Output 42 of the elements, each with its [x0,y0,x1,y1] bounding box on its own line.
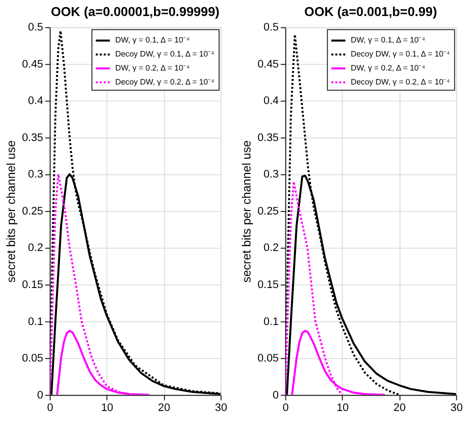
x-tick-label: 10 [101,402,114,414]
y-tick-label: 0.05 [257,352,279,365]
y-tick-label: 0.45 [22,58,44,70]
legend-label: DW, γ = 0.2, Δ = 10⁻⁴ [350,63,426,72]
y-tick-label: 0.4 [264,95,279,108]
x-tick-label: 20 [394,402,406,414]
legend-label: DW, γ = 0.1, Δ = 10⁻⁴ [115,36,190,45]
y-tick-label: 0.1 [264,316,279,328]
y-tick-label: 0.15 [257,279,279,291]
y-tick-label: 0.25 [257,205,279,218]
y-tick-label: 0.1 [28,316,44,328]
legend-label: Decoy DW, γ = 0.2, Δ = 10⁻⁴ [115,77,215,86]
legend-label: Decoy DW, γ = 0.2, Δ = 10⁻⁴ [350,77,450,86]
y-tick-label: 0 [272,389,279,402]
y-tick-label: 0.05 [22,352,44,365]
y-tick-label: 0.35 [22,132,44,144]
y-tick-label: 0.3 [28,168,44,181]
chart-title: OOK (a=0.001,b=0.99) [304,4,437,20]
x-tick-label: 10 [336,402,349,414]
y-tick-label: 0.3 [264,168,279,181]
y-axis-title: secret bits per channel use [239,140,254,283]
y-tick-label: 0.2 [28,242,44,254]
x-tick-label: 30 [215,402,228,414]
y-tick-label: 0.2 [264,242,279,254]
y-axis-title: secret bits per channel use [4,140,18,283]
x-tick-label: 0 [47,402,54,414]
legend-label: Decoy DW, γ = 0.1, Δ = 10⁻⁴ [350,49,450,58]
y-tick-label: 0.25 [22,205,44,218]
y-tick-label: 0.35 [257,132,279,144]
chart-title: OOK (a=0.00001,b=0.99999) [50,4,220,20]
x-tick-label: 0 [282,402,289,414]
x-tick-label: 30 [450,402,463,414]
legend-label: DW, γ = 0.1, Δ = 10⁻⁴ [350,36,426,45]
y-tick-label: 0.15 [22,279,44,291]
y-tick-label: 0.5 [264,22,279,34]
y-tick-label: 0.5 [28,22,44,34]
y-tick-label: 0.4 [28,95,44,108]
legend-label: Decoy DW, γ = 0.1, Δ = 10⁻⁴ [115,49,215,58]
y-tick-label: 0 [37,389,44,402]
y-tick-label: 0.45 [257,58,279,70]
legend-label: DW, γ = 0.2, Δ = 10⁻⁴ [115,63,190,72]
x-tick-label: 20 [158,402,170,414]
